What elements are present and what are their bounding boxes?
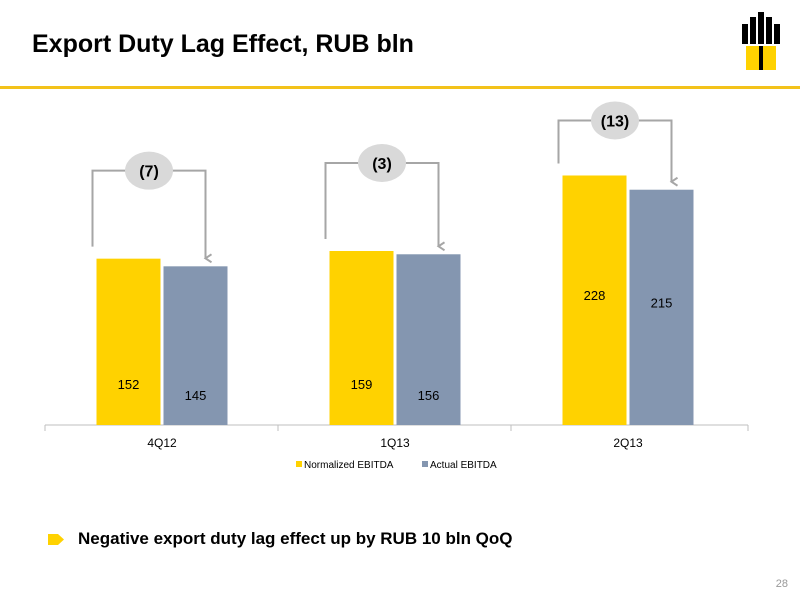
slide-title: Export Duty Lag Effect, RUB bln <box>32 30 414 58</box>
data-label: 228 <box>584 288 606 303</box>
lag-annotation-label: (13) <box>601 113 629 130</box>
legend-swatch <box>296 461 302 467</box>
page-number: 28 <box>775 578 788 590</box>
bar-normalized-2Q13 <box>562 175 627 425</box>
legend-label: Normalized EBITDA <box>304 460 394 471</box>
data-label: 156 <box>418 388 440 403</box>
x-tick-label: 2Q13 <box>613 436 643 450</box>
lag-annotation-label: (7) <box>139 164 159 181</box>
data-label: 152 <box>118 377 140 392</box>
bar-actual-2Q13 <box>629 189 694 425</box>
legend-swatch <box>422 461 428 467</box>
lag-annotation-label: (3) <box>372 156 392 173</box>
lag-bubble <box>125 151 173 190</box>
lag-bubble <box>591 101 639 140</box>
title-underline <box>0 86 800 89</box>
chart: (7) (3) (13) 152 145 4Q12 159 156 1Q13 228 215 2Q1… <box>44 101 749 471</box>
x-tick-label: 1Q13 <box>380 436 410 450</box>
bullet-text: Negative export duty lag effect up by RU… <box>78 529 513 548</box>
bar-normalized-4Q12 <box>96 258 161 425</box>
lag-bubble <box>358 144 406 182</box>
x-tick-label: 4Q12 <box>147 436 177 450</box>
bullet-row: Negative export duty lag effect up by RU… <box>48 529 513 549</box>
bar-normalized-1Q13 <box>329 251 394 425</box>
rosneft-logo-icon <box>742 12 780 70</box>
arrow-bullet-icon <box>48 533 64 545</box>
bar-actual-4Q12 <box>163 266 228 425</box>
legend-label: Actual EBITDA <box>430 460 497 471</box>
data-label: 159 <box>351 377 373 392</box>
data-label: 215 <box>651 295 673 310</box>
data-label: 145 <box>185 388 207 403</box>
bar-actual-1Q13 <box>396 254 461 425</box>
